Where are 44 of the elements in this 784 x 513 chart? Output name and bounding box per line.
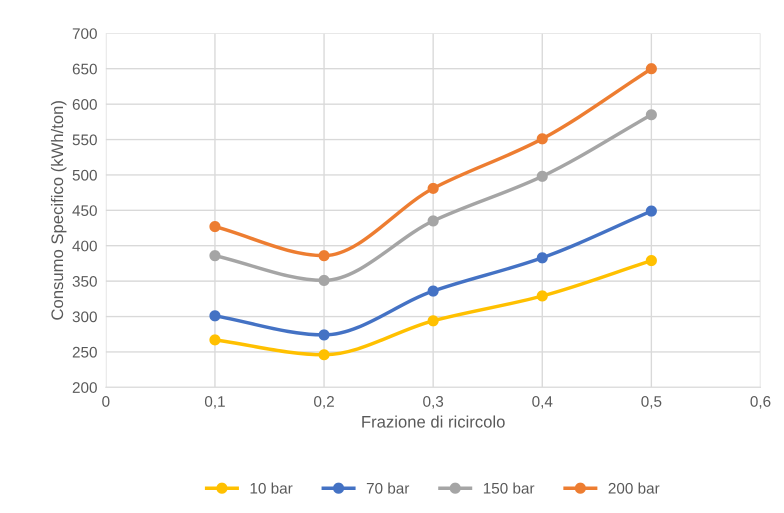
point (318, 329, 330, 340)
point (536, 252, 548, 264)
x-tick-label: 0,5 (641, 396, 662, 409)
legend-label: 200 bar (608, 482, 660, 494)
y-tick-label: 250 (72, 346, 97, 358)
legend-label: 10 bar (250, 482, 292, 494)
x-tick-label: 0 (102, 396, 110, 407)
point (536, 133, 548, 144)
point (318, 349, 330, 360)
point (646, 255, 657, 266)
y-tick-label: 650 (72, 64, 97, 74)
point (536, 290, 548, 302)
x-tick-label: 0,4 (532, 396, 552, 409)
point (209, 334, 221, 346)
x-axis-title: Frazione di ricircolo (362, 415, 505, 428)
y-tick-label: 200 (72, 382, 97, 393)
y-tick-label: 400 (72, 240, 97, 252)
y-tick-label: 450 (72, 205, 97, 216)
point (428, 182, 439, 194)
point (646, 205, 657, 217)
y-tick-label: 300 (72, 311, 97, 322)
y-tick-label: 500 (72, 170, 97, 181)
point (428, 315, 439, 326)
legend-label: 70 bar (366, 482, 410, 494)
point (428, 285, 439, 297)
point (318, 274, 330, 286)
point (209, 310, 221, 322)
x-tick-label: 0,6 (750, 396, 770, 409)
x-tick-label: 0,1 (204, 396, 225, 409)
point (536, 170, 548, 182)
point (209, 221, 221, 232)
y-tick-label: 600 (72, 99, 97, 110)
y-axis-title: Consumo Specifico (kWh/ton) (50, 101, 66, 320)
point (318, 250, 330, 262)
point (646, 109, 657, 120)
point (428, 215, 439, 227)
point (209, 250, 221, 262)
point (646, 63, 657, 74)
y-tick-label: 700 (72, 28, 97, 40)
x-tick-label: 0,3 (423, 396, 444, 409)
y-tick-label: 350 (72, 276, 97, 287)
legend-label: 150 bar (484, 482, 534, 494)
y-tick-label: 550 (72, 134, 97, 146)
x-tick-label: 0,2 (314, 396, 334, 409)
